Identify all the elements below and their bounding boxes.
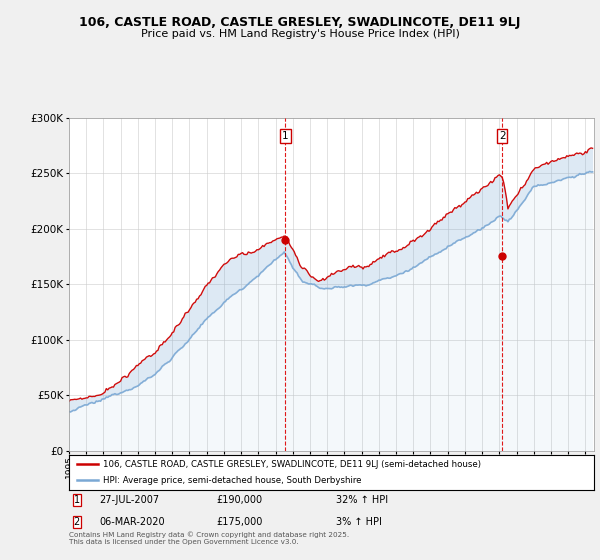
- Text: 32% ↑ HPI: 32% ↑ HPI: [336, 495, 388, 505]
- Text: 2: 2: [499, 131, 506, 141]
- Text: 3% ↑ HPI: 3% ↑ HPI: [336, 517, 382, 527]
- Text: 06-MAR-2020: 06-MAR-2020: [99, 517, 164, 527]
- Text: 27-JUL-2007: 27-JUL-2007: [99, 495, 159, 505]
- Text: 106, CASTLE ROAD, CASTLE GRESLEY, SWADLINCOTE, DE11 9LJ: 106, CASTLE ROAD, CASTLE GRESLEY, SWADLI…: [79, 16, 521, 29]
- Text: £190,000: £190,000: [216, 495, 262, 505]
- Text: 1: 1: [74, 495, 80, 505]
- Text: 1: 1: [282, 131, 289, 141]
- Text: Contains HM Land Registry data © Crown copyright and database right 2025.
This d: Contains HM Land Registry data © Crown c…: [69, 532, 349, 545]
- Text: 106, CASTLE ROAD, CASTLE GRESLEY, SWADLINCOTE, DE11 9LJ (semi-detached house): 106, CASTLE ROAD, CASTLE GRESLEY, SWADLI…: [103, 460, 481, 469]
- Text: £175,000: £175,000: [216, 517, 262, 527]
- Text: 2: 2: [74, 517, 80, 527]
- Text: Price paid vs. HM Land Registry's House Price Index (HPI): Price paid vs. HM Land Registry's House …: [140, 29, 460, 39]
- Text: HPI: Average price, semi-detached house, South Derbyshire: HPI: Average price, semi-detached house,…: [103, 476, 362, 485]
